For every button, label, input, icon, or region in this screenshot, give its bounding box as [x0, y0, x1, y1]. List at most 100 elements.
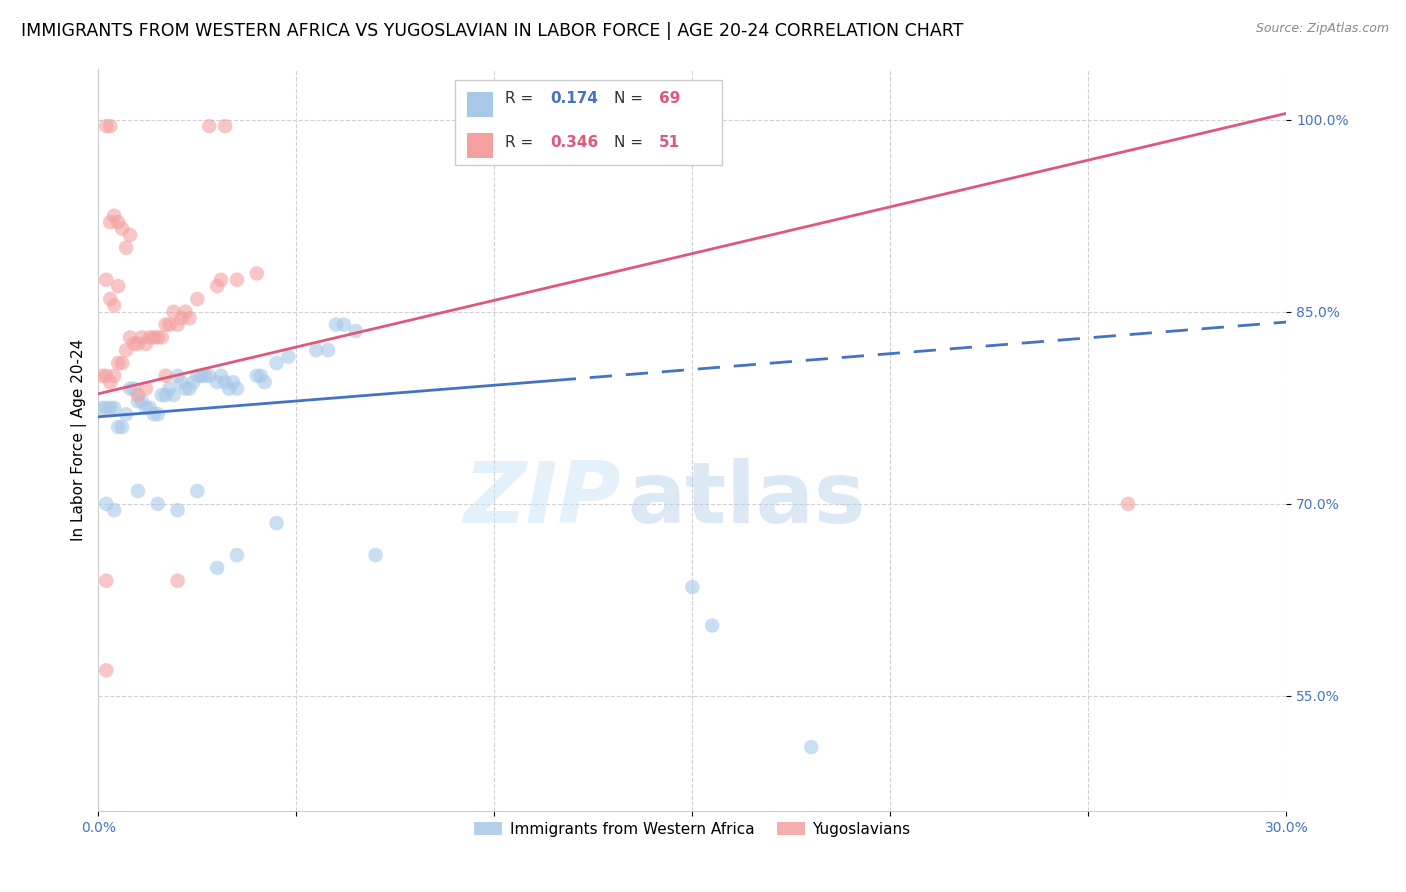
Point — [115, 407, 138, 421]
Point — [209, 368, 232, 383]
Point — [118, 382, 141, 396]
FancyBboxPatch shape — [454, 79, 723, 165]
Point — [174, 382, 197, 396]
Point — [364, 548, 387, 562]
Point — [209, 273, 232, 287]
Text: R =: R = — [505, 136, 538, 150]
Point — [111, 221, 134, 235]
Point — [702, 618, 724, 632]
Point — [135, 336, 157, 351]
Point — [96, 119, 118, 133]
Point — [135, 382, 157, 396]
Point — [96, 273, 118, 287]
Point — [226, 273, 249, 287]
Point — [127, 336, 149, 351]
Point — [159, 318, 181, 332]
Point — [135, 401, 157, 415]
Point — [127, 388, 149, 402]
Point — [96, 368, 118, 383]
Text: 0.174: 0.174 — [550, 91, 598, 106]
Point — [246, 368, 269, 383]
Point — [333, 318, 356, 332]
Point — [266, 516, 288, 530]
Point — [166, 368, 188, 383]
Text: IMMIGRANTS FROM WESTERN AFRICA VS YUGOSLAVIAN IN LABOR FORCE | AGE 20-24 CORRELA: IMMIGRANTS FROM WESTERN AFRICA VS YUGOSL… — [21, 22, 963, 40]
Point — [277, 350, 299, 364]
Point — [1116, 497, 1139, 511]
Point — [103, 401, 125, 415]
Point — [91, 368, 114, 383]
Point — [155, 388, 177, 402]
Text: 0.346: 0.346 — [550, 136, 598, 150]
Point — [218, 382, 240, 396]
Point — [162, 305, 184, 319]
Point — [103, 298, 125, 312]
Point — [179, 311, 201, 326]
Point — [127, 394, 149, 409]
Point — [198, 119, 221, 133]
Point — [98, 292, 121, 306]
Point — [246, 266, 269, 280]
Point — [155, 318, 177, 332]
Point — [115, 343, 138, 358]
Point — [205, 279, 228, 293]
Point — [118, 227, 141, 242]
Point — [103, 368, 125, 383]
Point — [179, 382, 201, 396]
Point — [166, 318, 188, 332]
Point — [127, 484, 149, 499]
Point — [111, 356, 134, 370]
Point — [214, 376, 236, 390]
Point — [150, 330, 173, 344]
Point — [174, 305, 197, 319]
Point — [107, 356, 129, 370]
Point — [96, 663, 118, 677]
Point — [205, 376, 228, 390]
Point — [170, 311, 193, 326]
Point — [91, 401, 114, 415]
Point — [107, 215, 129, 229]
Point — [198, 368, 221, 383]
Point — [681, 580, 703, 594]
Point — [205, 561, 228, 575]
Point — [484, 119, 506, 133]
FancyBboxPatch shape — [467, 92, 494, 117]
Legend: Immigrants from Western Africa, Yugoslavians: Immigrants from Western Africa, Yugoslav… — [467, 814, 918, 845]
Point — [150, 388, 173, 402]
Y-axis label: In Labor Force | Age 20-24: In Labor Force | Age 20-24 — [72, 339, 87, 541]
Point — [194, 368, 217, 383]
Point — [107, 279, 129, 293]
Point — [96, 574, 118, 588]
Point — [98, 119, 121, 133]
Point — [142, 330, 165, 344]
Point — [146, 497, 169, 511]
Point — [146, 330, 169, 344]
Point — [214, 119, 236, 133]
Point — [142, 407, 165, 421]
Text: atlas: atlas — [627, 458, 865, 541]
Point — [122, 382, 145, 396]
Point — [183, 376, 205, 390]
Point — [96, 401, 118, 415]
Text: 69: 69 — [659, 91, 681, 106]
Point — [186, 292, 208, 306]
Text: N =: N = — [614, 136, 648, 150]
Point — [162, 388, 184, 402]
Point — [103, 209, 125, 223]
Point — [122, 336, 145, 351]
Point — [186, 484, 208, 499]
Point — [139, 330, 162, 344]
Point — [226, 548, 249, 562]
Point — [186, 368, 208, 383]
Point — [249, 368, 271, 383]
Point — [107, 420, 129, 434]
Text: ZIP: ZIP — [464, 458, 621, 541]
Point — [253, 376, 276, 390]
Point — [266, 356, 288, 370]
Point — [98, 401, 121, 415]
Point — [344, 324, 367, 338]
Point — [146, 407, 169, 421]
Point — [98, 215, 121, 229]
Point — [543, 119, 565, 133]
Point — [226, 382, 249, 396]
